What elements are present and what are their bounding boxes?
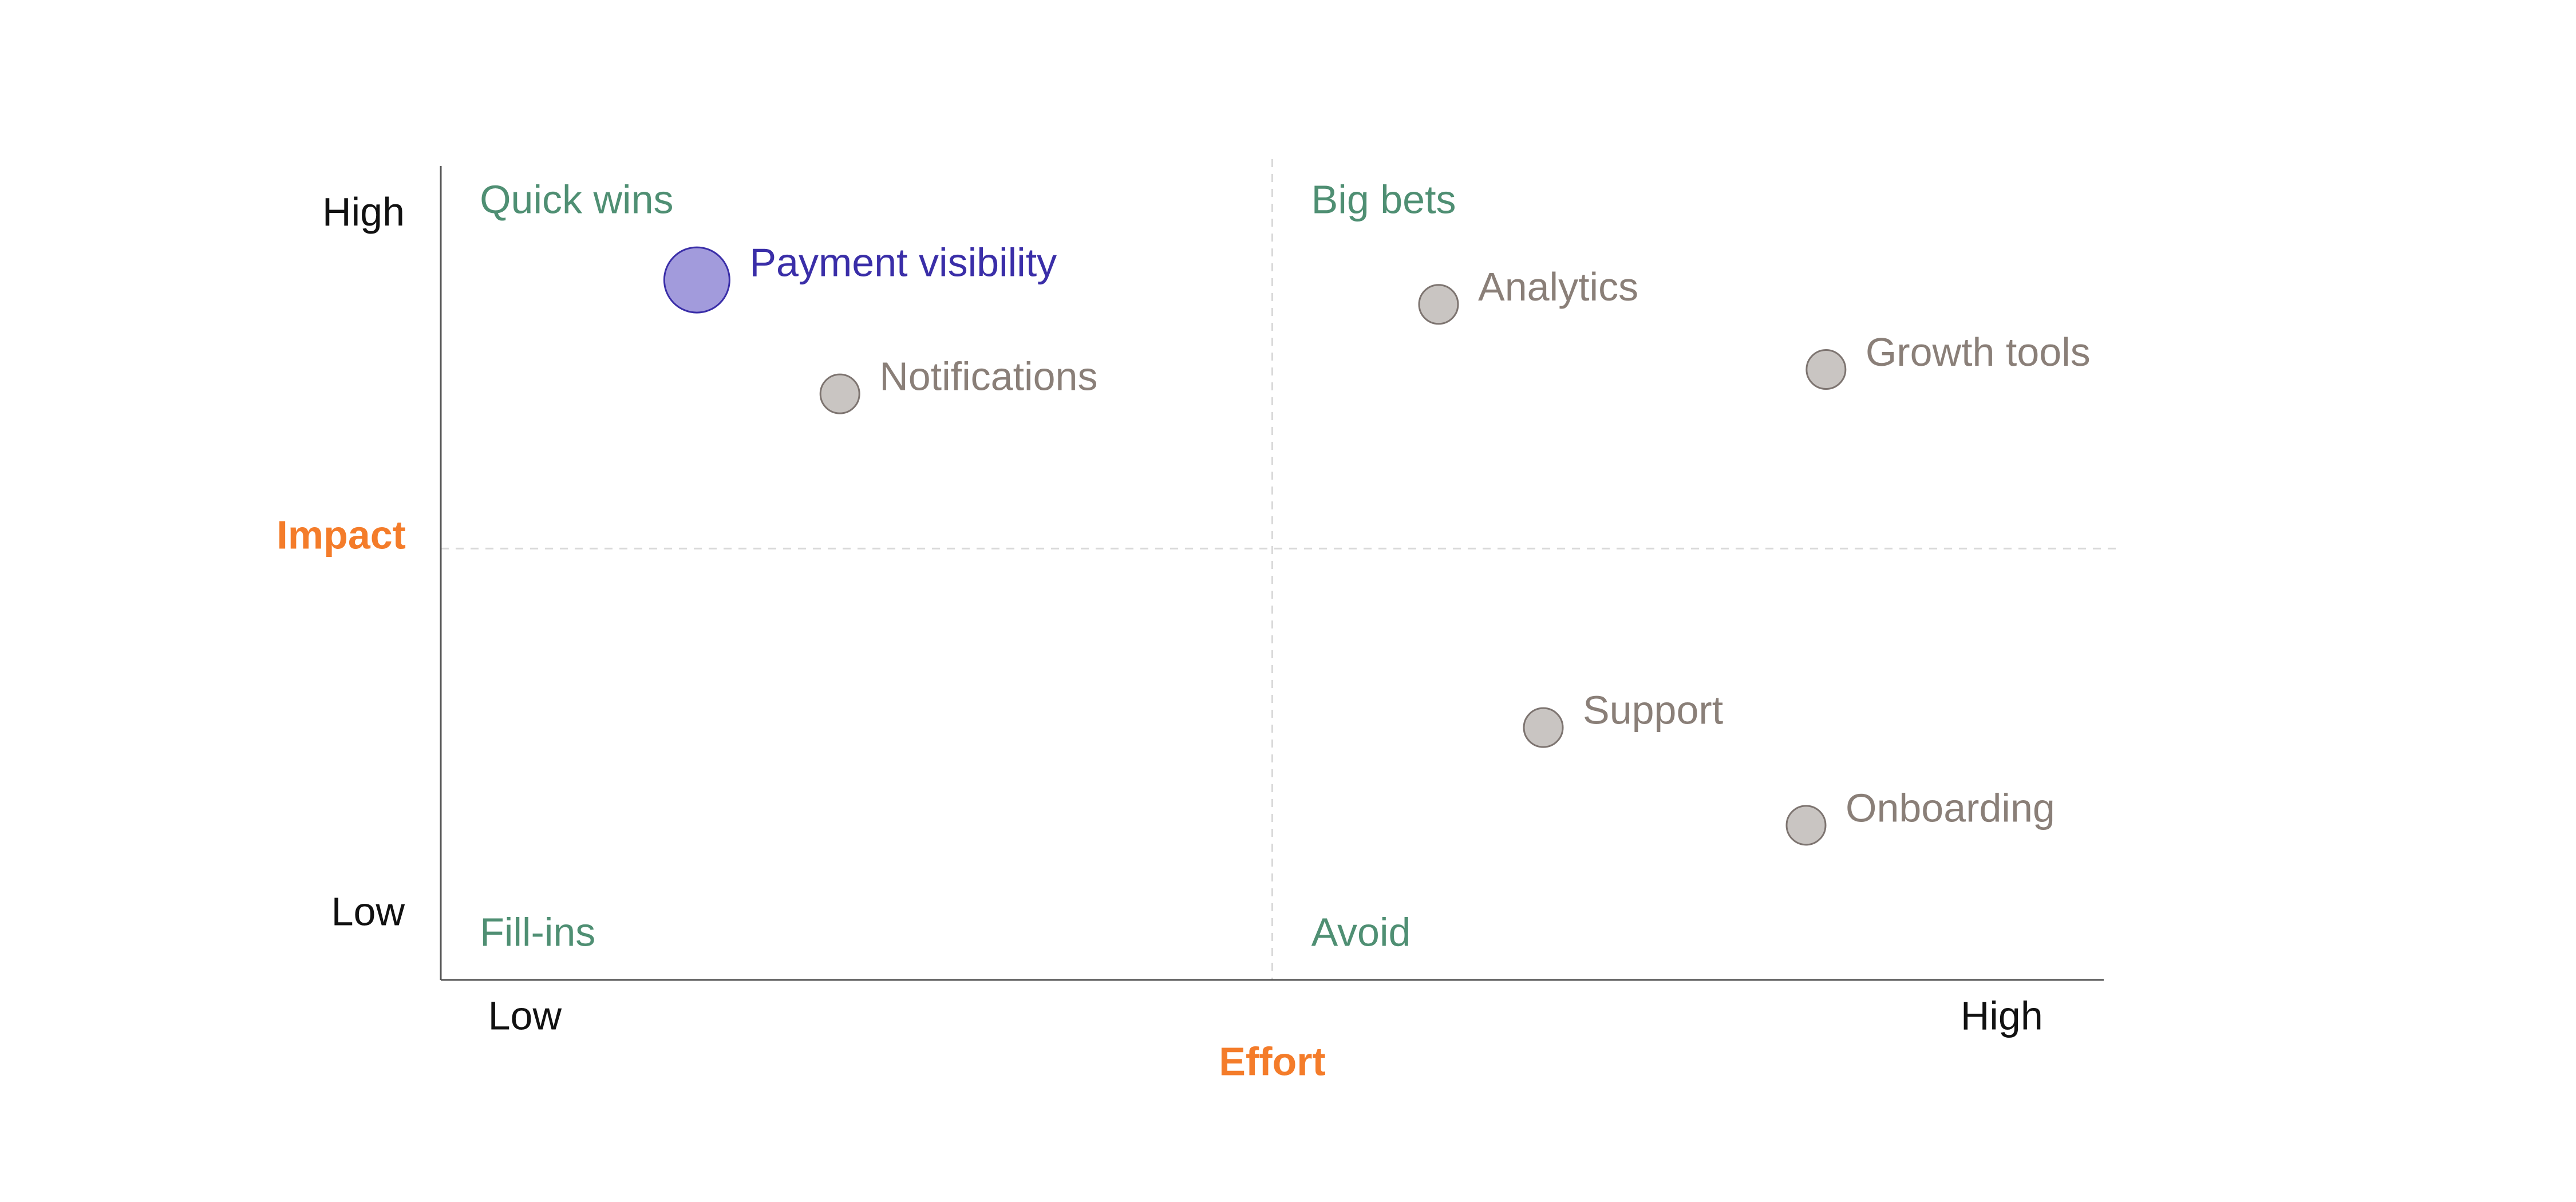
y-tick-label: Low — [331, 889, 405, 934]
point-label: Notifications — [879, 354, 1097, 399]
x-tick-label: Low — [488, 993, 562, 1038]
point-label: Analytics — [1478, 264, 1638, 309]
quadrant-labels: Quick wins Big bets Fill-ins Avoid — [480, 177, 1456, 954]
data-points: Payment visibility Notifications Analytics… — [663, 240, 2091, 846]
data-point: Growth tools — [1805, 330, 2091, 390]
point-marker — [1523, 707, 1564, 748]
quadrant-label: Big bets — [1311, 177, 1456, 222]
data-point: Payment visibility — [663, 240, 1057, 314]
point-marker — [1805, 349, 1847, 390]
data-point: Support — [1523, 688, 1723, 748]
x-tick-label: High — [1961, 993, 2043, 1038]
point-marker — [1418, 284, 1459, 325]
axis-titles: Impact Effort — [276, 512, 1325, 1084]
quadrant-label: Fill-ins — [480, 910, 595, 954]
point-label: Growth tools — [1866, 330, 2091, 374]
point-label: Support — [1583, 688, 1723, 733]
y-axis-title: Impact — [276, 512, 406, 557]
quadrant-dividers — [441, 159, 2118, 980]
data-point: Notifications — [819, 354, 1097, 414]
y-tick-label: High — [322, 189, 405, 234]
point-label: Onboarding — [1846, 785, 2055, 830]
axes — [440, 166, 2104, 981]
x-axis-title: Effort — [1219, 1039, 1326, 1084]
point-marker — [819, 373, 860, 414]
data-point: Analytics — [1418, 264, 1638, 325]
data-point: Onboarding — [1785, 785, 2055, 846]
point-marker — [1785, 805, 1827, 846]
point-label: Payment visibility — [749, 240, 1057, 285]
quadrant-label: Quick wins — [480, 177, 673, 222]
quadrant-label: Avoid — [1311, 910, 1411, 954]
highlight-point-marker — [663, 246, 730, 314]
tick-labels: Low High Low High — [322, 189, 2043, 1038]
